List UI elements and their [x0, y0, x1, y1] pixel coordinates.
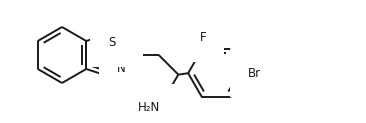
Text: H₂N: H₂N: [138, 101, 160, 114]
Text: Br: Br: [248, 67, 261, 80]
Text: N: N: [117, 62, 126, 75]
Text: F: F: [200, 31, 206, 44]
Text: S: S: [108, 36, 116, 49]
